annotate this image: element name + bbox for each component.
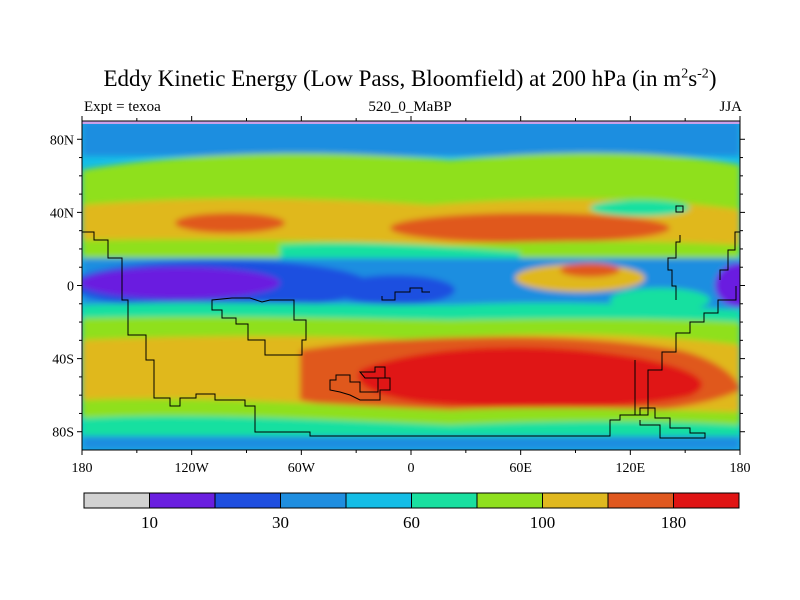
colorbar-label: 10 xyxy=(141,513,158,532)
coast-australia xyxy=(634,286,737,416)
colorbar-swatch xyxy=(476,492,543,509)
period-label: 520_0_MaBP xyxy=(368,99,452,115)
coast-south-america xyxy=(211,297,307,356)
band-south-polar xyxy=(82,436,740,450)
tropical-orange-east xyxy=(560,263,620,277)
lon-tick-label: 0 xyxy=(408,461,415,476)
lat-tick-label: 40N xyxy=(50,206,74,221)
contour-bands xyxy=(82,121,740,450)
lat-tick-label: 80N xyxy=(50,133,74,148)
contour-field xyxy=(82,121,740,450)
jet-core-sh xyxy=(358,347,702,408)
longitude-axis: 180 120W 60W 0 60E 120E 180 xyxy=(72,116,751,476)
coastlines xyxy=(82,205,740,439)
lon-tick-label: 180 xyxy=(730,461,751,476)
teal-patch-nh xyxy=(590,200,690,216)
colorbar-swatch xyxy=(542,492,609,509)
equatorial-purple-west xyxy=(82,267,280,299)
colorbar-swatch xyxy=(149,492,216,509)
jet-core-nh-east xyxy=(390,213,670,243)
colorbar-swatch xyxy=(280,492,347,509)
lon-tick-label: 120E xyxy=(616,461,646,476)
coast-east-asia xyxy=(667,235,681,300)
coast-antarctic-outline xyxy=(82,231,706,439)
lat-tick-label: 0 xyxy=(67,280,74,295)
colorbar: 10 30 60 100 180 xyxy=(83,492,740,532)
season-label: JJA xyxy=(719,99,742,115)
colorbar-swatch xyxy=(83,492,150,509)
jet-core-nh-west xyxy=(175,213,285,233)
colorbar-label: 180 xyxy=(661,513,687,532)
colorbar-swatch xyxy=(214,492,281,509)
colorbar-swatch xyxy=(345,492,412,509)
lat-tick-label: 80S xyxy=(52,426,74,441)
lon-tick-label: 60E xyxy=(509,461,532,476)
colorbar-swatch xyxy=(411,492,478,509)
colorbar-swatch xyxy=(607,492,674,509)
band-north-polar xyxy=(82,121,740,156)
equatorial-purple-dateline xyxy=(715,263,740,307)
lat-tick-label: 40S xyxy=(52,353,74,368)
colorbar-label: 100 xyxy=(530,513,556,532)
equatorial-blue-atlantic xyxy=(335,275,455,305)
colorbar-label: 60 xyxy=(403,513,420,532)
coast-island-sw xyxy=(358,366,386,379)
coast-dateline-east xyxy=(719,231,740,280)
lon-tick-label: 180 xyxy=(72,461,93,476)
coast-west-africa xyxy=(381,287,430,301)
colorbar-swatch xyxy=(673,492,740,509)
coast-island-np xyxy=(675,205,684,213)
latitude-axis: 80N 40N 0 40S 80S xyxy=(50,133,745,441)
lon-tick-label: 120W xyxy=(175,461,210,476)
north-pole-strip xyxy=(82,121,740,124)
map-title: Eddy Kinetic Energy (Low Pass, Bloomfiel… xyxy=(103,66,717,91)
band-nh-green xyxy=(82,153,740,212)
experiment-label: Expt = texoa xyxy=(84,99,161,115)
lon-tick-label: 60W xyxy=(288,461,316,476)
colorbar-label: 30 xyxy=(272,513,289,532)
